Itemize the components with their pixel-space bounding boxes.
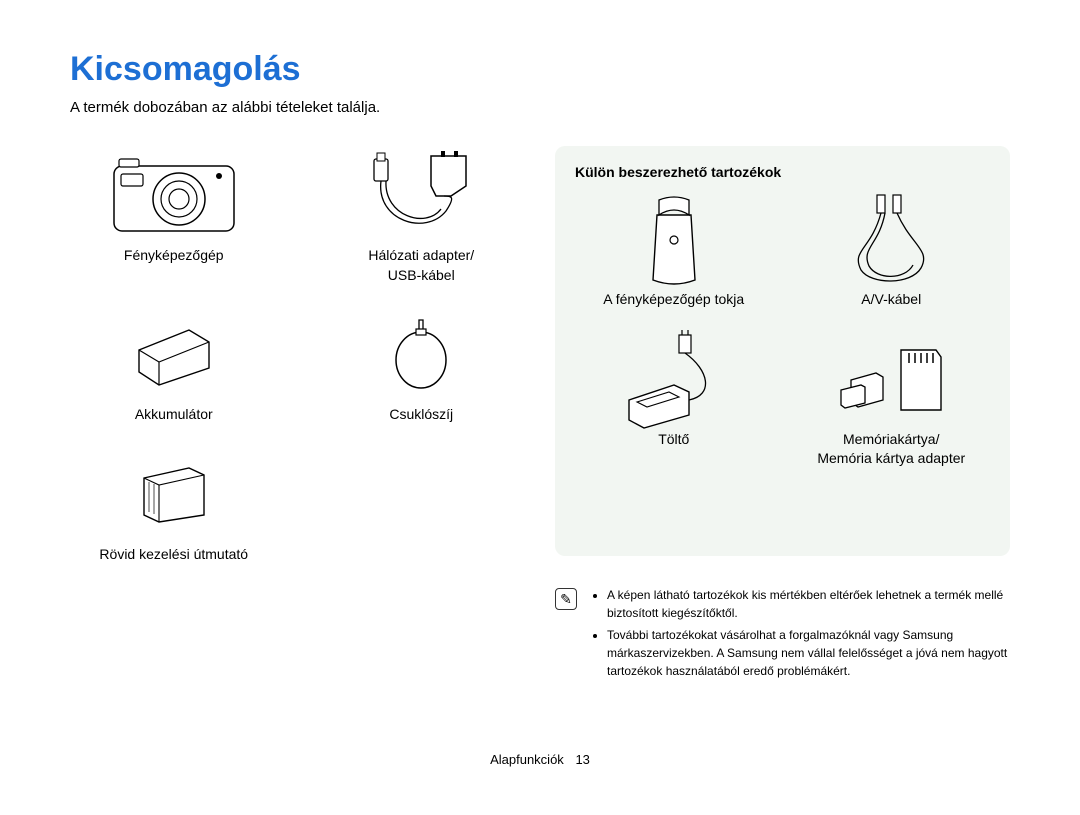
avcable-icon bbox=[793, 190, 991, 290]
optional-accessories-box: Külön beszerezhető tartozékok A fényképe… bbox=[555, 146, 1010, 556]
acc-label: A fényképezőgép tokja bbox=[575, 290, 773, 310]
acc-camera-case: A fényképezőgép tokja bbox=[575, 190, 773, 310]
page-title: Kicsomagolás bbox=[70, 50, 1010, 89]
acc-charger: Töltő bbox=[575, 330, 773, 469]
item-manual: Rövid kezelési útmutató bbox=[70, 445, 278, 565]
item-camera: Fényképezőgép bbox=[70, 146, 278, 285]
camera-icon bbox=[70, 146, 278, 246]
note-box: ✎ A képen látható tartozékok kis mértékb… bbox=[555, 586, 1010, 684]
content-columns: Fényképezőgép bbox=[70, 146, 1010, 684]
item-label: Rövid kezelési útmutató bbox=[70, 545, 278, 565]
memorycard-icon bbox=[793, 330, 991, 430]
acc-label: Töltő bbox=[575, 430, 773, 450]
acc-label: Memóriakártya/Memória kártya adapter bbox=[793, 430, 991, 469]
note-bullet: További tartozékokat vásárolhat a forgal… bbox=[607, 626, 1010, 680]
item-adapter-usb: Hálózati adapter/USB-kábel bbox=[318, 146, 526, 285]
page-footer: Alapfunkciók 13 bbox=[70, 684, 1010, 767]
footer-page-number: 13 bbox=[575, 752, 589, 767]
case-icon bbox=[575, 190, 773, 290]
note-icon: ✎ bbox=[555, 588, 577, 610]
charger-icon bbox=[575, 330, 773, 430]
note-glyph: ✎ bbox=[560, 591, 572, 608]
footer-section: Alapfunkciók bbox=[490, 752, 564, 767]
acc-av-cable: A/V-kábel bbox=[793, 190, 991, 310]
optional-column: Külön beszerezhető tartozékok A fényképe… bbox=[555, 146, 1010, 684]
item-label: Akkumulátor bbox=[70, 405, 278, 425]
manual-icon bbox=[70, 445, 278, 545]
item-label: Hálózati adapter/USB-kábel bbox=[318, 246, 526, 285]
item-battery: Akkumulátor bbox=[70, 305, 278, 425]
item-wrist-strap: Csuklószíj bbox=[318, 305, 526, 425]
item-label: Csuklószíj bbox=[318, 405, 526, 425]
note-list: A képen látható tartozékok kis mértékben… bbox=[589, 586, 1010, 684]
battery-icon bbox=[70, 305, 278, 405]
page-container: Kicsomagolás A termék dobozában az alább… bbox=[0, 0, 1080, 797]
item-label: Fényképezőgép bbox=[70, 246, 278, 266]
included-items-column: Fényképezőgép bbox=[70, 146, 525, 684]
strap-icon bbox=[318, 305, 526, 405]
adapter-icon bbox=[318, 146, 526, 246]
optional-title: Külön beszerezhető tartozékok bbox=[575, 164, 990, 180]
acc-label: A/V-kábel bbox=[793, 290, 991, 310]
acc-memory-card: Memóriakártya/Memória kártya adapter bbox=[793, 330, 991, 469]
note-bullet: A képen látható tartozékok kis mértékben… bbox=[607, 586, 1010, 622]
subtitle-text: A termék dobozában az alábbi tételeket t… bbox=[70, 99, 1010, 116]
